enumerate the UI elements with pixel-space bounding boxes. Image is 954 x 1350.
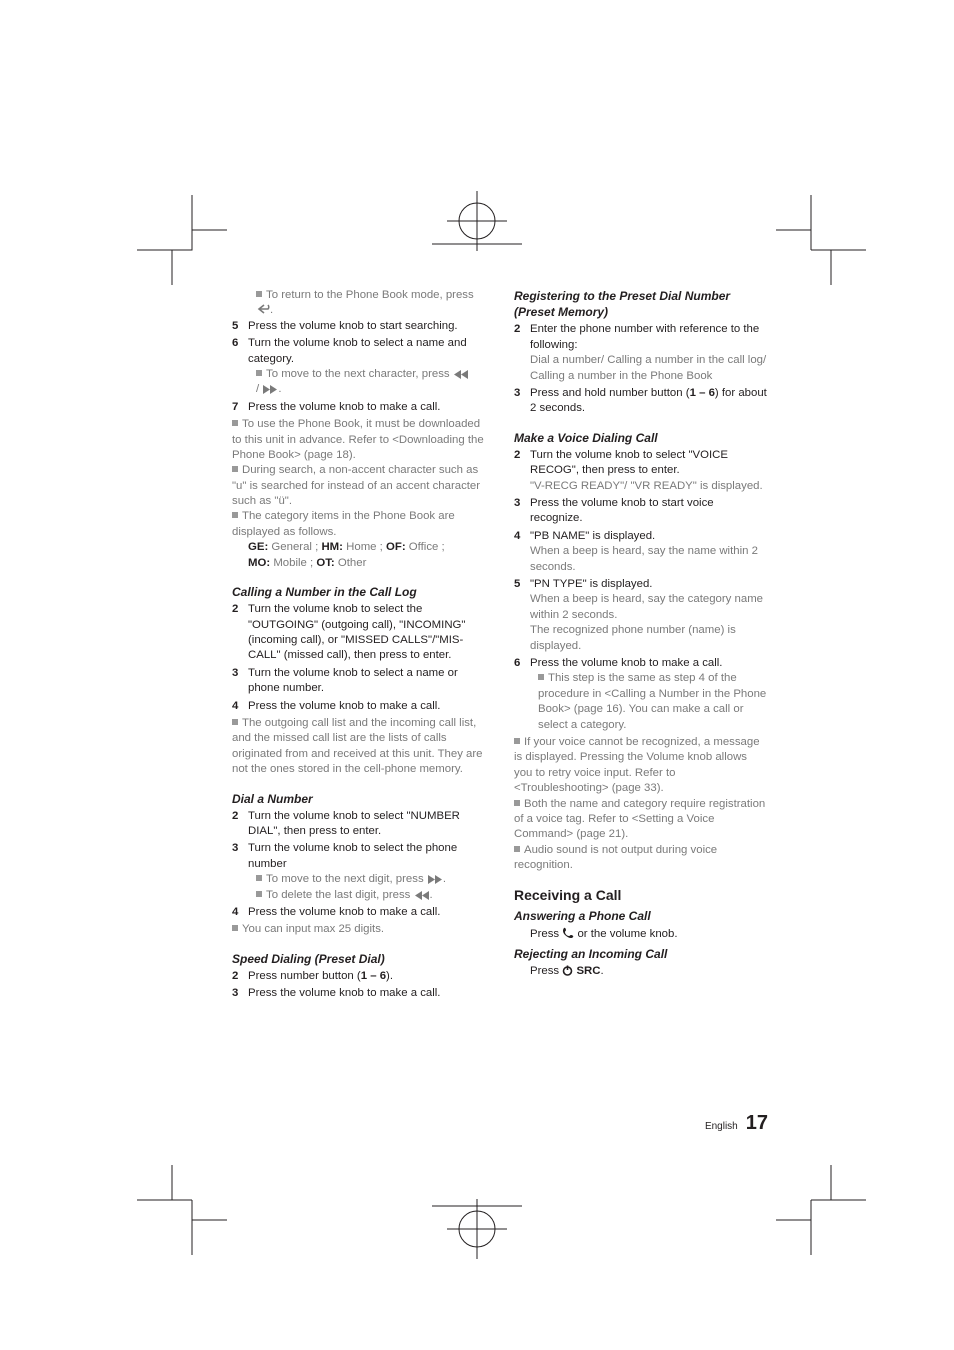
step-note: To move to the next digit, press	[266, 873, 424, 885]
phone-icon	[562, 927, 574, 939]
list-item: 2Enter the phone number with reference t…	[514, 322, 767, 384]
calllog-note: The outgoing call list and the incoming …	[232, 716, 485, 778]
crop-mark-bottom-right	[776, 1165, 866, 1255]
step-text: Turn the volume knob to select a name an…	[248, 337, 467, 364]
list-item: 2Turn the volume knob to select "VOICE R…	[514, 448, 767, 494]
footer-page-number: 17	[746, 1112, 768, 1135]
phonebook-categories: GE: General ; HM: Home ; OF: Office ; MO…	[232, 540, 485, 571]
crop-mark-top-right	[776, 195, 866, 285]
crop-mark-top-center	[432, 176, 522, 266]
step-text: Turn the volume knob to select "NUMBER D…	[248, 810, 460, 837]
register-heading: Registering to the Preset Dial Number (P…	[514, 288, 767, 320]
list-item: 5Press the volume knob to start searchin…	[232, 319, 485, 334]
rejecting-heading: Rejecting an Incoming Call	[514, 946, 767, 962]
step-text: Press and hold number button (	[530, 387, 690, 399]
phonebook-note-3: The category items in the Phone Book are…	[232, 509, 485, 540]
list-item: 3Press the volume knob to start voice re…	[514, 496, 767, 527]
step-text: Press the volume knob to make a call.	[248, 906, 440, 918]
voice-note-2: Both the name and category require regis…	[514, 797, 767, 843]
list-item: 7Press the volume knob to make a call.	[232, 400, 485, 415]
step-text: Press the volume knob to make a call.	[248, 987, 440, 999]
list-item: 2Turn the volume knob to select "NUMBER …	[232, 809, 485, 840]
step-note: To move to the next character, press	[266, 368, 450, 380]
step-text: Press number button (	[248, 970, 361, 982]
step-text: Press the volume knob to start searching…	[248, 320, 458, 332]
answering-heading: Answering a Phone Call	[514, 908, 767, 924]
step-note: To delete the last digit, press	[266, 889, 410, 901]
step-text: Press the volume knob to make a call.	[530, 657, 722, 669]
step-text: Turn the volume knob to select the phone…	[248, 842, 457, 869]
step-note: When a beep is heard, say the name withi…	[530, 544, 767, 575]
speed-heading: Speed Dialing (Preset Dial)	[232, 951, 485, 967]
step-text: Enter the phone number with reference to…	[530, 323, 759, 350]
back-arrow-icon	[256, 304, 270, 315]
list-item: 2Press number button (1 – 6).	[232, 969, 485, 984]
calllog-heading: Calling a Number in the Call Log	[232, 584, 485, 600]
next-track-icon	[262, 385, 278, 394]
page-footer: English 17	[705, 1112, 768, 1135]
power-icon	[562, 965, 573, 976]
step-text: Press the volume knob to make a call.	[248, 401, 440, 413]
list-item: 3Turn the volume knob to select a name o…	[232, 666, 485, 697]
list-item: 6Turn the volume knob to select a name a…	[232, 336, 485, 398]
step-note: "V-RECG READY"/ "VR READY" is displayed.	[530, 479, 767, 494]
step-text: Turn the volume knob to select "VOICE RE…	[530, 449, 728, 476]
list-item: 3Press the volume knob to make a call.	[232, 986, 485, 1001]
rejecting-text: Press SRC.	[514, 964, 767, 979]
step-text: "PN TYPE" is displayed.	[530, 578, 652, 590]
crop-mark-top-left	[137, 195, 227, 285]
dial-note: You can input max 25 digits.	[232, 922, 485, 937]
step-note: Dial a number/ Calling a number in the c…	[530, 353, 767, 384]
return-note: To return to the Phone Book mode, press …	[232, 288, 485, 319]
step-note: When a beep is heard, say the category n…	[530, 592, 767, 623]
list-item: 4"PB NAME" is displayed. When a beep is …	[514, 529, 767, 575]
voice-note-3: Audio sound is not output during voice r…	[514, 843, 767, 874]
step-text: "PB NAME" is displayed.	[530, 530, 655, 542]
crop-mark-bottom-center	[432, 1184, 522, 1274]
list-item: 6Press the volume knob to make a call. T…	[514, 656, 767, 733]
list-item: 3Turn the volume knob to select the phon…	[232, 841, 485, 903]
prev-track-icon	[453, 370, 469, 379]
dial-heading: Dial a Number	[232, 791, 485, 807]
step-note: The recognized phone number (name) is di…	[530, 623, 767, 654]
phonebook-note-1: To use the Phone Book, it must be downlo…	[232, 417, 485, 463]
step-note: This step is the same as step 4 of the p…	[538, 672, 766, 730]
list-item: 5"PN TYPE" is displayed. When a beep is …	[514, 577, 767, 654]
right-column: Registering to the Preset Dial Number (P…	[514, 288, 767, 1004]
list-item: 4Press the volume knob to make a call.	[232, 905, 485, 920]
step-text: Turn the volume knob to select a name or…	[248, 667, 458, 694]
return-note-text: To return to the Phone Book mode, press	[266, 289, 474, 301]
step-text: Press the volume knob to make a call.	[248, 700, 440, 712]
voice-heading: Make a Voice Dialing Call	[514, 430, 767, 446]
next-track-icon	[427, 875, 443, 884]
receiving-heading: Receiving a Call	[514, 886, 767, 905]
prev-track-icon	[414, 891, 430, 900]
footer-language: English	[705, 1121, 738, 1132]
list-item: 4Press the volume knob to make a call.	[232, 699, 485, 714]
answering-text: Press or the volume knob.	[514, 927, 767, 942]
left-column: To return to the Phone Book mode, press …	[232, 288, 485, 1004]
list-item: 2Turn the volume knob to select the "OUT…	[232, 602, 485, 664]
step-text: Press the volume knob to start voice rec…	[530, 497, 714, 524]
phonebook-note-2: During search, a non-accent character su…	[232, 463, 485, 509]
list-item: 3Press and hold number button (1 – 6) fo…	[514, 386, 767, 417]
voice-note-1: If your voice cannot be recognized, a me…	[514, 735, 767, 797]
crop-mark-bottom-left	[137, 1165, 227, 1255]
step-text: Turn the volume knob to select the "OUTG…	[248, 603, 465, 661]
page-content: To return to the Phone Book mode, press …	[232, 288, 767, 1004]
